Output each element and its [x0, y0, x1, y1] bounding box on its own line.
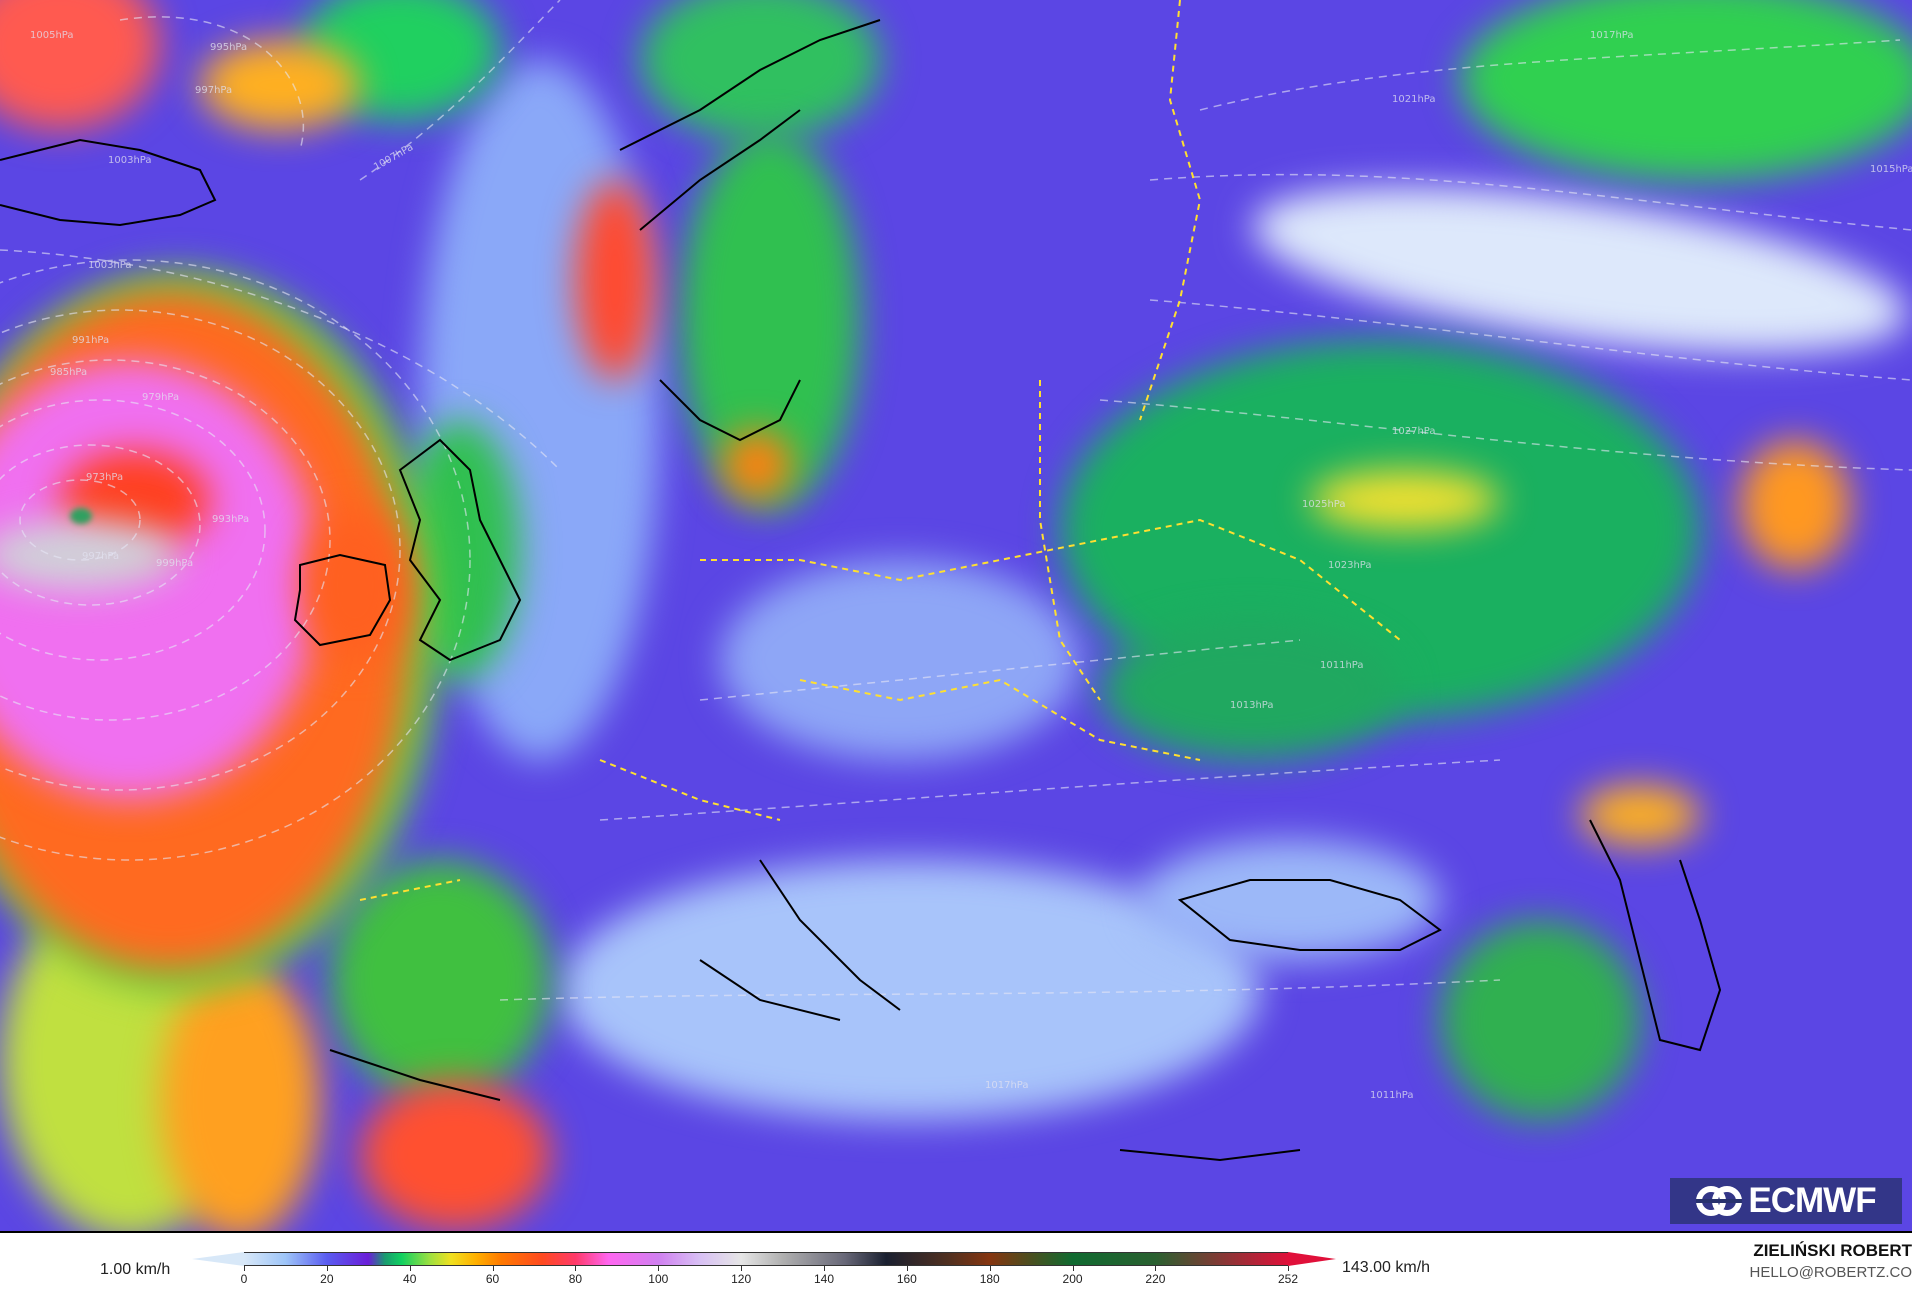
- isobar-label: 1023hPa: [1328, 560, 1372, 571]
- isobar-label: 995hPa: [210, 42, 248, 53]
- isobar-label: 997hPa: [195, 85, 233, 96]
- isobar-label: 1025hPa: [1302, 499, 1346, 510]
- field-green-turkey: [1440, 920, 1640, 1120]
- isobar-label: 1005hPa: [30, 30, 74, 41]
- isobar-label: 999hPa: [156, 558, 194, 569]
- colorbar-tick: [1288, 1266, 1289, 1271]
- colorbar-tick: [575, 1266, 577, 1271]
- colorbar-tick-label: 220: [1145, 1272, 1166, 1286]
- colorbar-tick-label: 40: [403, 1272, 417, 1286]
- colorbar-tick: [989, 1266, 991, 1271]
- field-orange-bottomleft: [160, 960, 320, 1231]
- field-grey-cyclone: [0, 520, 180, 590]
- colorbar-tick: [658, 1266, 660, 1271]
- field-green-topright: [1460, 0, 1912, 180]
- isobar-label: 979hPa: [142, 392, 180, 403]
- author-credit: ZIELIŃSKI ROBERT HELLO@ROBERTZ.CO: [1750, 1241, 1912, 1281]
- isobar-label: 1021hPa: [1392, 94, 1436, 105]
- isobar-label: 997hPa: [82, 551, 120, 562]
- isobars: [0, 0, 1912, 1001]
- isobar-label: 1011hPa: [1370, 1090, 1414, 1101]
- colorbar-tick-label: 100: [648, 1272, 669, 1286]
- colorbar-tick-label: 252: [1277, 1272, 1299, 1286]
- ecmwf-logo: ECMWF: [1670, 1178, 1902, 1224]
- isobar-label: 1015hPa: [1870, 164, 1912, 175]
- field-yellow-russia: [1310, 470, 1500, 530]
- author-email: HELLO@ROBERTZ.CO: [1749, 1264, 1912, 1281]
- colorbar-tick-label: 60: [485, 1272, 500, 1286]
- colorbar-max-arrow: [1288, 1252, 1336, 1266]
- legend-min-label: 1.00 km/h: [100, 1261, 171, 1278]
- isobar-label: 1003hPa: [108, 155, 152, 166]
- author-name: ZIELIŃSKI ROBERT: [1753, 1241, 1912, 1260]
- isobar-label: 991hPa: [72, 335, 110, 346]
- field-light-blue-blacksea: [1140, 840, 1440, 960]
- cyclone-eye: [70, 508, 92, 524]
- colorbar-tick-label: 180: [979, 1272, 1000, 1286]
- field-orange-sweden: [722, 430, 792, 500]
- isobar-label: 1017hPa: [985, 1080, 1029, 1091]
- map-overlay: [0, 0, 1912, 1162]
- colorbar-tick-label: 80: [568, 1272, 583, 1286]
- isobar-label: 1027hPa: [1392, 426, 1436, 437]
- colorbar-tick: [326, 1266, 328, 1271]
- colorbar-tick: [492, 1266, 494, 1271]
- colorbar-min-arrow: [192, 1252, 244, 1266]
- colorbar-tick-label: 140: [813, 1272, 835, 1286]
- ecmwf-logo-icon: [1696, 1186, 1743, 1216]
- coastlines: [0, 19, 1722, 1162]
- colorbar-tick-label: 160: [896, 1272, 917, 1286]
- colorbar-tick-label: 20: [320, 1272, 334, 1286]
- colorbar: [244, 1252, 1288, 1266]
- colorbar-tick: [244, 1266, 245, 1271]
- field-green-ukraine: [1100, 620, 1400, 760]
- isobar-label: 1003hPa: [88, 260, 132, 271]
- colorbar-tick: [741, 1266, 743, 1271]
- field-orange-caspian: [1580, 785, 1700, 845]
- field-green-iberia: [330, 860, 550, 1100]
- colorbar-tick: [1155, 1266, 1157, 1271]
- colorbar-tick: [824, 1266, 825, 1271]
- colorbar-legend: 1.00 km/h 0 20 40 60 80 100 120 140 160 180 200 220…: [0, 1231, 1912, 1289]
- isobar-label: 973hPa: [86, 472, 124, 483]
- isobar-label: 1013hPa: [1230, 700, 1274, 711]
- colorbar-tick-label: 120: [731, 1272, 752, 1286]
- ecmwf-logo-text: ECMWF: [1748, 1181, 1876, 1220]
- isobar-label: 1011hPa: [1320, 660, 1364, 671]
- field-red-norwegian-sea: [575, 180, 655, 380]
- legend-max-label: 143.00 km/h: [1342, 1259, 1431, 1276]
- wind-speed-map: 1005hPa 995hPa 997hPa 1003hPa 1007hPa 10…: [0, 0, 1912, 1231]
- colorbar-tick: [409, 1266, 411, 1271]
- field-orange-ireland: [300, 510, 410, 660]
- colorbar-tick: [1072, 1266, 1074, 1271]
- field-red-morocco: [360, 1080, 550, 1230]
- colorbar-tick-label: 0: [240, 1272, 248, 1286]
- borders: [359, 0, 1401, 901]
- isobar-label: 985hPa: [50, 367, 88, 378]
- field-light-blue-europe: [720, 560, 1080, 760]
- isobar-label: 993hPa: [212, 514, 250, 525]
- field-orange-urals: [1740, 440, 1850, 570]
- field-orange-topleft: [200, 40, 360, 130]
- colorbar-tick: [906, 1266, 908, 1271]
- isobar-label: 1017hPa: [1590, 30, 1634, 41]
- colorbar-tick-label: 200: [1062, 1272, 1083, 1286]
